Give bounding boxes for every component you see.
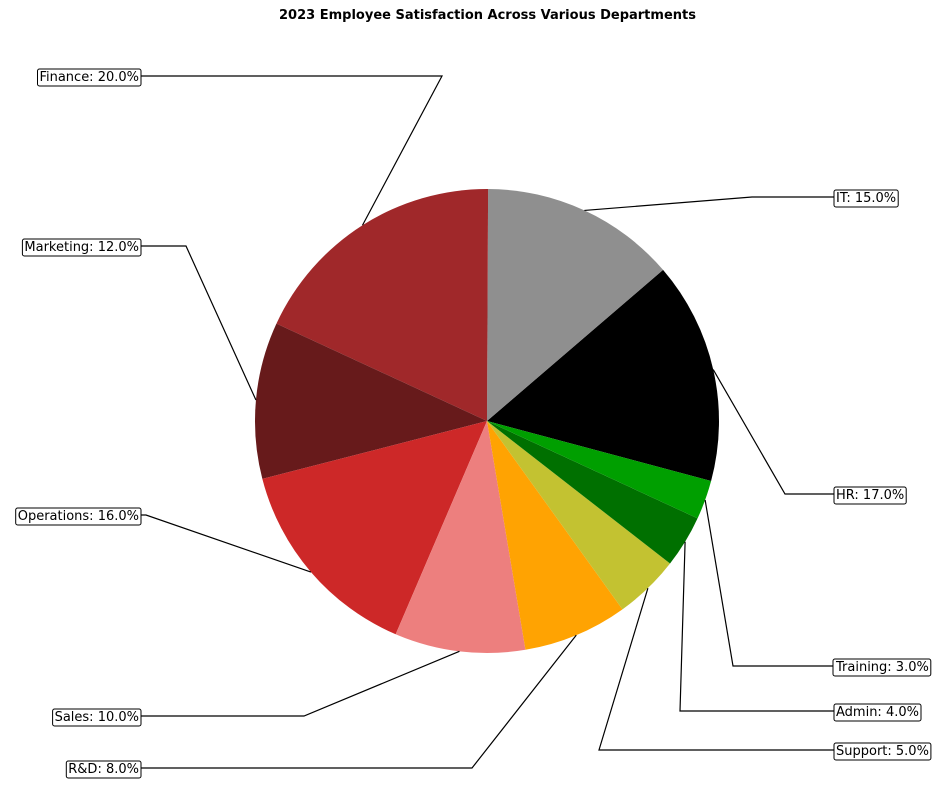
label-admin: Admin: 4.0% — [836, 705, 919, 720]
label-sales: Sales: 10.0% — [55, 710, 139, 725]
label-marketing: Marketing: 12.0% — [24, 240, 139, 255]
slice-operations — [262, 421, 487, 635]
slice-hr — [487, 269, 719, 482]
label-box-hr — [833, 486, 907, 505]
label-box-training — [832, 658, 932, 677]
label-it: IT: 15.0% — [836, 191, 896, 206]
slice-finance — [276, 188, 489, 421]
leader-line-support — [598, 587, 834, 751]
leader-line-marketing — [141, 245, 257, 401]
leader-line-r-d — [141, 634, 577, 769]
leader-line-finance — [141, 75, 443, 226]
leader-line-operations — [141, 514, 312, 573]
label-box-sales — [52, 708, 142, 727]
leader-line-it — [584, 196, 834, 212]
leader-line-admin — [679, 541, 834, 712]
label-box-support — [833, 742, 932, 761]
label-box-marketing — [21, 238, 142, 257]
label-box-it — [833, 189, 899, 208]
leader-line-sales — [141, 650, 460, 717]
slice-admin — [487, 421, 698, 564]
label-box-r-d — [65, 760, 142, 779]
label-support: Support: 5.0% — [836, 744, 929, 759]
label-training: Training: 3.0% — [835, 660, 929, 675]
slice-marketing — [254, 323, 487, 479]
slice-it — [487, 189, 664, 421]
slice-r-d — [487, 421, 623, 650]
label-hr: HR: 17.0% — [836, 488, 904, 503]
label-box-finance — [37, 68, 142, 87]
label-finance: Finance: 20.0% — [39, 70, 139, 85]
slice-support — [487, 421, 671, 610]
slice-labels: HR: 17.0% IT: 15.0% Finance: 20.0% Marketin… — [15, 68, 932, 779]
chart-title: 2023 Employee Satisfaction Across Variou… — [279, 8, 696, 23]
leader-line-hr — [712, 369, 834, 495]
label-box-operations — [15, 507, 142, 526]
slice-sales — [395, 421, 526, 654]
label-box-admin — [833, 703, 922, 722]
slice-training — [487, 421, 712, 519]
label-operations: Operations: 16.0% — [18, 509, 139, 524]
leader-line-training — [704, 499, 834, 667]
pie-slices — [254, 188, 719, 654]
label-r-d: R&D: 8.0% — [68, 762, 139, 777]
